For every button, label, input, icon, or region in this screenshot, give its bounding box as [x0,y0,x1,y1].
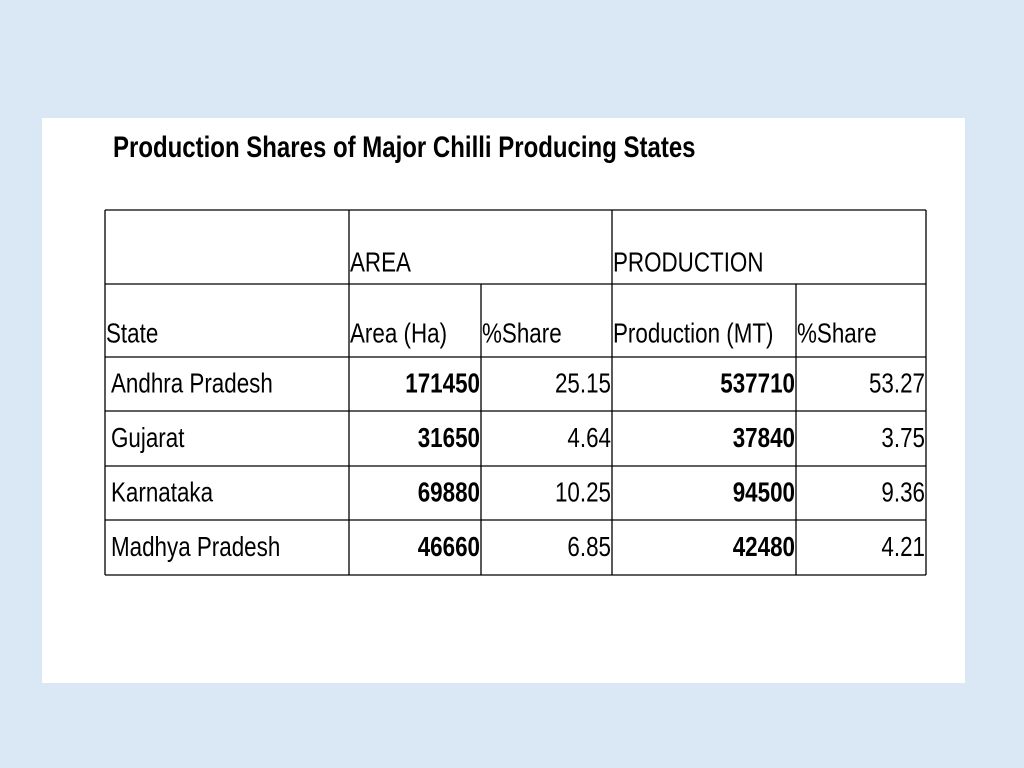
cell-value: 4.64 [567,423,611,454]
cell-value: 3.75 [881,423,925,454]
column-header: State [106,318,158,349]
column-header: Production (MT) [613,318,774,349]
column-header: %Share [797,318,877,349]
cell-value: 6.85 [567,532,611,563]
cell-value: 53.27 [869,368,925,399]
title: Production Shares of Major Chilli Produc… [113,129,696,163]
cell-value: 31650 [418,423,480,454]
cell-value: 37840 [733,423,795,454]
column-header: %Share [482,318,562,349]
cell-value: 25.15 [555,368,611,399]
content: Production Shares of Major Chilli Produc… [106,129,925,562]
cell-value: 4.21 [881,532,925,563]
panel [42,118,965,683]
cell-value: 171450 [405,368,480,399]
group-header: PRODUCTION [613,247,764,278]
state-name: Gujarat [111,423,184,454]
cell-value: 9.36 [881,477,925,508]
cell-value: 46660 [418,532,480,563]
cell-value: 42480 [733,532,795,563]
state-name: Madhya Pradesh [111,532,280,563]
state-name: Andhra Pradesh [111,368,273,399]
group-header: AREA [350,247,411,278]
cell-value: 69880 [418,477,480,508]
cell-value: 537710 [720,368,795,399]
state-name: Karnataka [111,477,214,508]
column-header: Area (Ha) [350,318,447,349]
cell-value: 10.25 [555,477,611,508]
cell-value: 94500 [733,477,795,508]
